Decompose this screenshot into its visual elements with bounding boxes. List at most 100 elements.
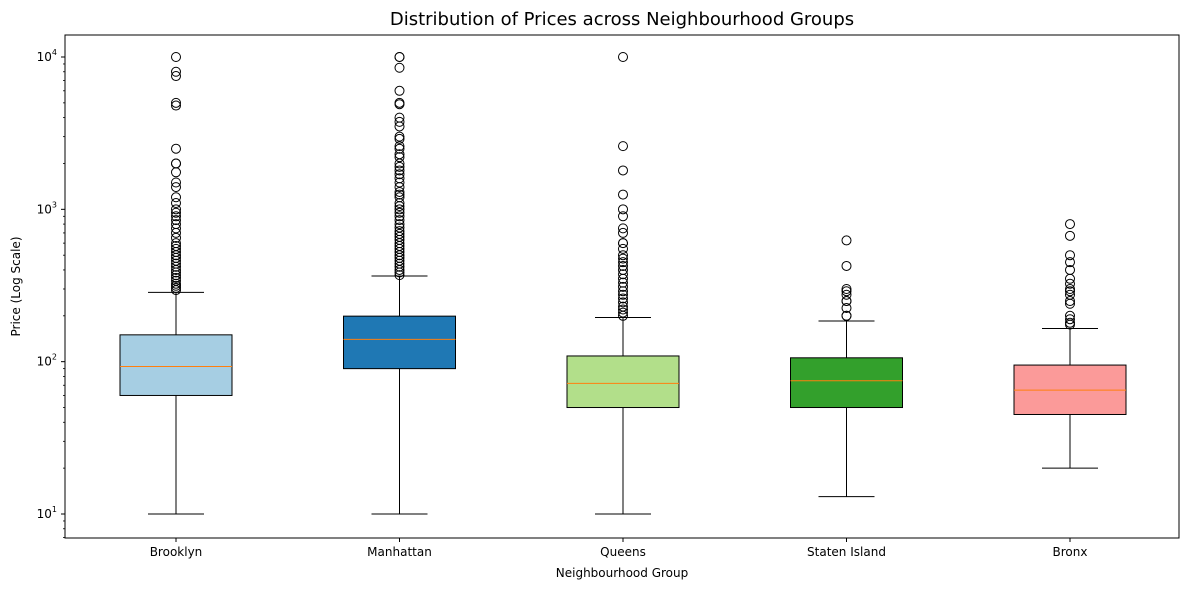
outlier-point (841, 296, 852, 307)
outlier-point (394, 204, 405, 215)
outlier-point (1065, 283, 1075, 294)
outlier-point (618, 211, 628, 222)
x-axis-label: Neighbourhood Group (556, 566, 688, 580)
outlier-point (171, 66, 181, 77)
outlier-point (618, 304, 628, 315)
x-tick-label: Manhattan (367, 545, 432, 559)
y-tick-base: 10 (37, 355, 52, 369)
outlier-point (618, 227, 628, 238)
outlier-point (841, 310, 852, 321)
box-bronx (1013, 219, 1127, 469)
outlier-point (171, 207, 181, 218)
outlier-point (171, 204, 181, 215)
outlier-point (171, 282, 181, 293)
box-iqr (790, 357, 903, 409)
outlier-point (171, 198, 181, 209)
outlier-point (618, 204, 628, 215)
box-iqr (343, 315, 456, 370)
chart-title: Distribution of Prices across Neighbourh… (390, 9, 854, 30)
outlier-point (1065, 298, 1075, 309)
outlier-point (618, 165, 628, 176)
outlier-point (394, 186, 405, 197)
outlier-point (1065, 250, 1075, 261)
outlier-point (618, 223, 628, 234)
outlier-point (394, 215, 405, 226)
outlier-point (171, 177, 181, 188)
plot-area (64, 34, 1180, 539)
outlier-point (394, 264, 405, 275)
outlier-point (171, 215, 181, 226)
outlier-point (394, 261, 405, 272)
outlier-point (394, 207, 405, 218)
outlier-point (171, 100, 181, 111)
outlier-point (171, 211, 181, 222)
outlier-point (394, 158, 405, 169)
outlier-point (394, 116, 405, 127)
outlier-point (618, 273, 628, 284)
outlier-point (1065, 286, 1075, 297)
outlier-point (394, 121, 405, 132)
outlier-point (171, 272, 181, 283)
outlier-point (171, 264, 181, 275)
outlier-point (1065, 219, 1075, 230)
outlier-point (618, 307, 628, 318)
outlier-point (1065, 230, 1075, 241)
outlier-point (394, 270, 405, 281)
outlier-point (394, 141, 405, 152)
outlier-point (618, 250, 628, 261)
outlier-point (618, 293, 628, 304)
outlier-point (841, 235, 852, 246)
outlier-point (171, 192, 181, 203)
outlier-point (618, 257, 628, 268)
outlier-point (1065, 273, 1075, 284)
outlier-point (171, 227, 181, 238)
outlier-point (394, 85, 405, 96)
outlier-point (394, 182, 405, 193)
x-axis: Brooklyn Manhattan Queens Staten Island Bron… (150, 538, 1087, 559)
outlier-point (618, 243, 628, 254)
outlier-point (171, 167, 181, 178)
outlier-point (1065, 319, 1075, 330)
outlier-point (171, 267, 181, 278)
outlier-point (1065, 314, 1075, 325)
outlier-point (394, 211, 405, 222)
outlier-point (841, 289, 852, 300)
x-tick-label: Queens (600, 545, 646, 559)
y-tick-exponent: 1 (52, 505, 57, 514)
boxes (119, 52, 1127, 515)
y-tick-label: 101 (37, 505, 57, 521)
outlier-point (1065, 278, 1075, 289)
box-manhattan (343, 52, 456, 515)
outlier-point (394, 189, 405, 200)
outlier-point (618, 260, 628, 271)
outlier-point (394, 161, 405, 172)
outlier-point (394, 62, 405, 73)
outlier-point (394, 165, 405, 176)
x-tick-label: Brooklyn (150, 545, 203, 559)
box-iqr (566, 355, 680, 409)
outlier-point (171, 158, 181, 169)
outlier-point (394, 99, 405, 110)
outlier-point (394, 198, 405, 209)
outlier-point (841, 260, 852, 271)
outlier-point (171, 52, 181, 62)
outlier-point (841, 283, 852, 294)
outlier-point (618, 289, 628, 300)
box-staten-island (790, 235, 903, 498)
outlier-point (394, 133, 405, 144)
outlier-point (171, 182, 181, 193)
y-tick-base: 10 (37, 507, 52, 521)
outlier-point (394, 201, 405, 212)
outlier-point (618, 141, 628, 152)
outlier-point (394, 250, 405, 261)
outlier-point (394, 152, 405, 163)
outlier-point (618, 269, 628, 280)
outlier-point (1065, 296, 1075, 307)
outlier-point (394, 219, 405, 230)
outlier-point (394, 131, 405, 142)
y-tick-exponent: 3 (52, 200, 57, 209)
x-tick-label: Staten Island (807, 545, 886, 559)
y-tick-label: 104 (37, 48, 57, 64)
outlier-point (618, 189, 628, 200)
